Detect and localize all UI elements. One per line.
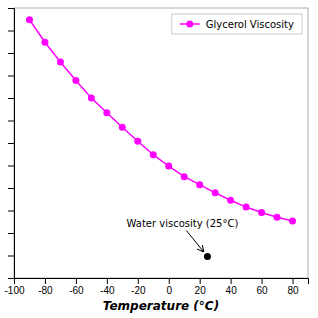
x-tick-label: 0 [166, 285, 172, 296]
annotation: Water viscosity (25°C) [127, 218, 239, 229]
x-tick-mark [138, 278, 139, 284]
x-tick: 40 [226, 278, 238, 296]
x-axis-title: Temperature (°C) [103, 299, 219, 313]
series-line [29, 20, 292, 221]
y-tick [8, 278, 14, 279]
x-tick: 60 [257, 278, 269, 296]
plot-frame [14, 8, 308, 278]
point [204, 253, 211, 260]
x-tick-label: -100 [4, 285, 24, 296]
point [258, 209, 265, 216]
x-tick-label: -60 [69, 285, 84, 296]
y-tick [8, 98, 14, 99]
x-tick: -20 [131, 278, 146, 296]
y-tick [8, 233, 14, 234]
y-tick [8, 121, 14, 122]
y-tick-mark [8, 76, 14, 77]
x-tick-mark [107, 278, 108, 284]
point [72, 77, 79, 84]
point [212, 189, 219, 196]
y-tick-mark [8, 256, 14, 257]
point [57, 58, 64, 65]
y-axis [8, 9, 15, 279]
x-tick: 80 [287, 278, 299, 296]
x-tick-mark [76, 278, 77, 284]
x-tick-mark [169, 278, 170, 284]
y-axis-line [8, 9, 15, 279]
x-tick-mark [262, 278, 263, 284]
y-tick [8, 188, 14, 189]
legend-box [172, 14, 302, 34]
y-tick-mark [8, 53, 14, 54]
y-tick [8, 8, 14, 9]
legend-label: Glycerol Viscosity [206, 19, 294, 30]
y-tick [8, 31, 14, 32]
legend: Glycerol Viscosity [172, 14, 302, 34]
x-tick: 0 [166, 278, 172, 296]
point [26, 16, 33, 23]
point [196, 181, 203, 188]
y-tick-mark [8, 121, 14, 122]
x-tick: 20 [195, 278, 207, 296]
y-tick-mark [8, 98, 14, 99]
y-tick [8, 256, 14, 257]
chart: -100 -80 -60 -40 -20 0 20 40 60 80 Water viscosity… [0, 0, 318, 318]
x-tick-label: 40 [226, 285, 238, 296]
x-tick-mark [293, 278, 294, 284]
y-tick-mark [8, 278, 14, 279]
point [181, 173, 188, 180]
y-tick-mark [8, 188, 14, 189]
x-tick-mark [200, 278, 201, 284]
y-tick-mark [8, 31, 14, 32]
x-tick: -100 [4, 278, 24, 296]
x-tick: -40 [100, 278, 115, 296]
y-tick-mark [8, 166, 14, 167]
point [150, 151, 157, 158]
y-tick-mark [8, 8, 14, 9]
plot: -100 -80 -60 -40 -20 0 20 40 60 80 Water viscosity… [4, 8, 308, 296]
x-tick-label: -40 [100, 285, 115, 296]
point [41, 39, 48, 46]
y-tick-mark [8, 233, 14, 234]
x-tick: -80 [38, 278, 53, 296]
x-axis-line [15, 279, 309, 285]
x-tick-mark [231, 278, 232, 284]
x-tick: -60 [69, 278, 84, 296]
annotation-arrow [186, 231, 203, 252]
series [26, 16, 296, 224]
y-tick [8, 76, 14, 77]
y-tick [8, 53, 14, 54]
point [227, 197, 234, 204]
x-tick-label: 80 [287, 285, 299, 296]
y-tick [8, 211, 14, 212]
x-tick-label: -80 [38, 285, 53, 296]
y-tick [8, 166, 14, 167]
point [274, 214, 281, 221]
point [134, 138, 141, 145]
legend-item: Glycerol Viscosity [180, 19, 294, 30]
x-tick-label: -20 [131, 285, 146, 296]
x-tick-label: 60 [257, 285, 269, 296]
x-tick-label: 20 [195, 285, 207, 296]
x-tick-mark [45, 278, 46, 284]
legend-marker [186, 21, 193, 28]
point [165, 163, 172, 170]
point [88, 95, 95, 102]
point [289, 218, 296, 225]
y-tick-mark [8, 143, 14, 144]
point [103, 109, 110, 116]
y-tick-mark [8, 211, 14, 212]
point [243, 204, 250, 211]
x-axis: -100 -80 -60 -40 -20 0 20 40 60 80 [4, 278, 308, 296]
point [119, 124, 126, 131]
data-area [26, 16, 296, 260]
y-tick [8, 143, 14, 144]
series [204, 253, 211, 260]
